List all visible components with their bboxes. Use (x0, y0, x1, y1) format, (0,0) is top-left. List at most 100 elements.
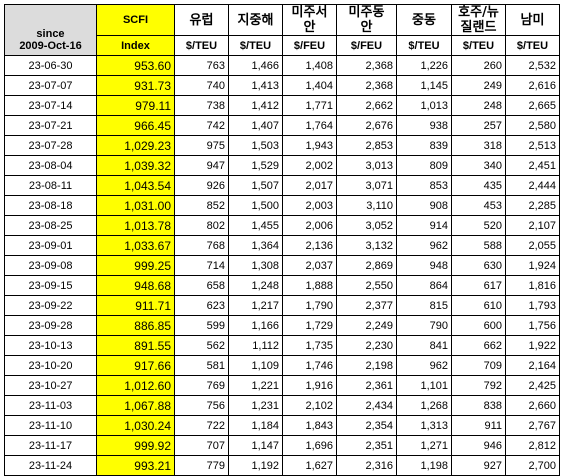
us-west-coast-rate-cell: 1,696 (282, 435, 337, 456)
middle-east-rate-cell: 841 (396, 335, 452, 356)
middle-east-rate-cell: 809 (396, 155, 452, 176)
middle-east-rate-cell: 1,313 (396, 415, 452, 436)
scfi-index-cell: 1,031.00 (96, 195, 175, 216)
europe-rate-cell: 581 (174, 355, 229, 376)
us-east-coast-rate-cell: 2,368 (336, 55, 397, 76)
week-date-cell: 23-11-03 (4, 395, 97, 416)
middle-east-rate-cell: 839 (396, 135, 452, 156)
scfi-index-cell: 917.66 (96, 355, 175, 376)
middle-east-rate-cell: 962 (396, 355, 452, 376)
australia-nz-rate-cell: 453 (451, 195, 506, 216)
route-header-europe: 유럽 (174, 4, 229, 36)
mediterranean-rate-cell: 1,308 (228, 255, 283, 276)
mediterranean-rate-cell: 1,466 (228, 55, 283, 76)
australia-nz-rate-cell: 318 (451, 135, 506, 156)
australia-nz-rate-cell: 260 (451, 55, 506, 76)
scfi-table: since 2009-Oct-16 SCFI 유럽 지중해 미주서 안 미주동 안 … (4, 4, 560, 476)
table-row: 23-11-10 1,030.24 722 1,184 1,843 2,354 1,313 9… (4, 415, 560, 436)
index-header: Index (96, 35, 175, 56)
us-east-coast-rate-cell: 3,132 (336, 235, 397, 256)
south-america-rate-cell: 1,756 (505, 315, 560, 336)
unit-header: $/TEU (505, 35, 560, 56)
scfi-index-cell: 891.55 (96, 335, 175, 356)
scfi-index-cell: 1,030.24 (96, 415, 175, 436)
route-header-label: 질랜드 (460, 20, 497, 35)
middle-east-rate-cell: 1,013 (396, 95, 452, 116)
scfi-index-cell: 1,039.32 (96, 155, 175, 176)
table-row: 23-07-07 931.73 740 1,413 1,404 2,368 1,145 249… (4, 75, 560, 96)
middle-east-rate-cell: 948 (396, 255, 452, 276)
unit-header: $/TEU (396, 35, 452, 56)
europe-rate-cell: 658 (174, 275, 229, 296)
mediterranean-rate-cell: 1,507 (228, 175, 283, 196)
europe-rate-cell: 768 (174, 235, 229, 256)
table-row: 23-11-03 1,067.88 756 1,231 2,102 2,434 1,268 8… (4, 395, 560, 416)
middle-east-rate-cell: 790 (396, 315, 452, 336)
table-row: 23-08-25 1,013.78 802 1,455 2,006 3,052 914 520… (4, 215, 560, 236)
mediterranean-rate-cell: 1,112 (228, 335, 283, 356)
week-date-cell: 23-07-21 (4, 115, 97, 136)
south-america-rate-cell: 2,532 (505, 55, 560, 76)
middle-east-rate-cell: 1,198 (396, 455, 452, 476)
europe-rate-cell: 975 (174, 135, 229, 156)
us-west-coast-rate-cell: 1,943 (282, 135, 337, 156)
table-row: 23-07-21 966.45 742 1,407 1,764 2,676 938 257 2,… (4, 115, 560, 136)
table-row: 23-09-28 886.85 599 1,166 1,729 2,249 790 600 1,… (4, 315, 560, 336)
scfi-index-cell: 1,029.23 (96, 135, 175, 156)
week-date-cell: 23-11-17 (4, 435, 97, 456)
south-america-rate-cell: 2,055 (505, 235, 560, 256)
unit-header: $/TEU (174, 35, 229, 56)
scfi-header: SCFI (96, 4, 175, 36)
table-row: 23-11-24 993.21 779 1,192 1,627 2,316 1,198 927… (4, 455, 560, 476)
route-header-label: 중동 (412, 12, 436, 28)
table-row: 23-09-01 1,033.67 768 1,364 2,136 3,132 962 588… (4, 235, 560, 256)
since-header: since 2009-Oct-16 (4, 4, 97, 56)
middle-east-rate-cell: 864 (396, 275, 452, 296)
us-east-coast-rate-cell: 2,230 (336, 335, 397, 356)
week-date-cell: 23-09-08 (4, 255, 97, 276)
mediterranean-rate-cell: 1,407 (228, 115, 283, 136)
europe-rate-cell: 623 (174, 295, 229, 316)
south-america-rate-cell: 2,285 (505, 195, 560, 216)
europe-rate-cell: 779 (174, 455, 229, 476)
us-east-coast-rate-cell: 2,550 (336, 275, 397, 296)
mediterranean-rate-cell: 1,412 (228, 95, 283, 116)
europe-rate-cell: 926 (174, 175, 229, 196)
us-west-coast-rate-cell: 2,002 (282, 155, 337, 176)
table-row: 23-11-17 999.92 707 1,147 1,696 2,351 1,271 946… (4, 435, 560, 456)
europe-rate-cell: 742 (174, 115, 229, 136)
route-header-south-america: 남미 (505, 4, 560, 36)
scfi-index-cell: 948.68 (96, 275, 175, 296)
europe-rate-cell: 763 (174, 55, 229, 76)
us-west-coast-rate-cell: 2,102 (282, 395, 337, 416)
unit-header: $/TEU (228, 35, 283, 56)
week-date-cell: 23-07-14 (4, 95, 97, 116)
unit-header: $/TEU (451, 35, 506, 56)
south-america-rate-cell: 1,793 (505, 295, 560, 316)
header-row-routes: since 2009-Oct-16 SCFI 유럽 지중해 미주서 안 미주동 안 … (4, 4, 560, 56)
week-date-cell: 23-09-22 (4, 295, 97, 316)
us-west-coast-rate-cell: 1,746 (282, 355, 337, 376)
mediterranean-rate-cell: 1,147 (228, 435, 283, 456)
south-america-rate-cell: 2,665 (505, 95, 560, 116)
week-date-cell: 23-06-30 (4, 55, 97, 76)
us-west-coast-rate-cell: 1,843 (282, 415, 337, 436)
mediterranean-rate-cell: 1,217 (228, 295, 283, 316)
table-row: 23-09-22 911.71 623 1,217 1,790 2,377 815 610 1,… (4, 295, 560, 316)
table-row: 23-09-08 999.25 714 1,308 2,037 2,869 948 630 1,… (4, 255, 560, 276)
us-east-coast-rate-cell: 2,368 (336, 75, 397, 96)
week-date-cell: 23-09-15 (4, 275, 97, 296)
australia-nz-rate-cell: 927 (451, 455, 506, 476)
australia-nz-rate-cell: 662 (451, 335, 506, 356)
australia-nz-rate-cell: 610 (451, 295, 506, 316)
scfi-index-cell: 1,013.78 (96, 215, 175, 236)
route-header-label: 미주동 (348, 5, 385, 21)
week-date-cell: 23-09-28 (4, 315, 97, 336)
route-header-label: 안 (303, 20, 316, 35)
table-row: 23-07-28 1,029.23 975 1,503 1,943 2,853 839 318… (4, 135, 560, 156)
route-header-mediterranean: 지중해 (228, 4, 283, 36)
south-america-rate-cell: 2,425 (505, 375, 560, 396)
week-date-cell: 23-08-25 (4, 215, 97, 236)
mediterranean-rate-cell: 1,364 (228, 235, 283, 256)
week-date-cell: 23-11-24 (4, 455, 97, 476)
